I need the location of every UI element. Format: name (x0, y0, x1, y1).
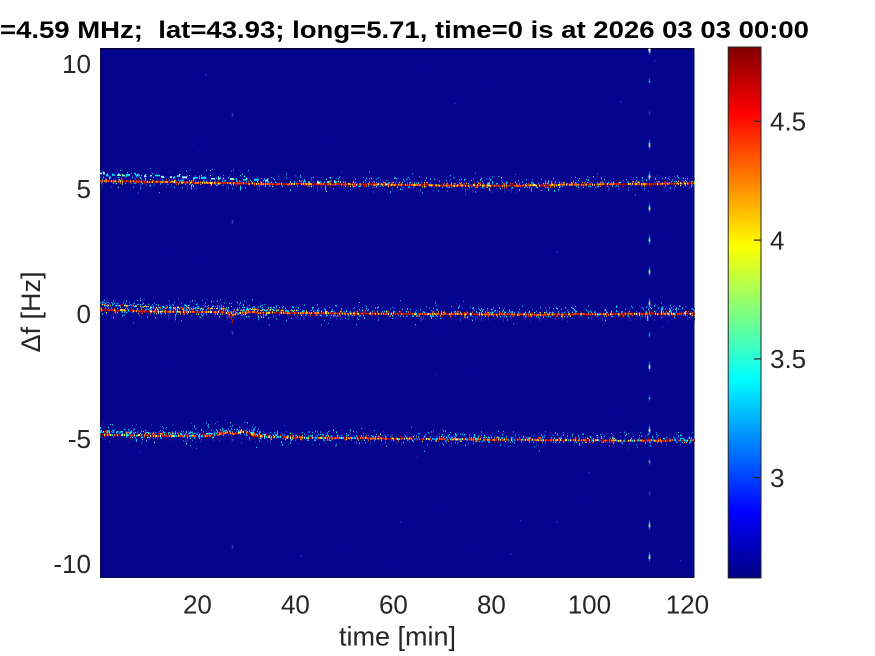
svg-text:100: 100 (568, 590, 611, 620)
svg-text:4: 4 (770, 225, 784, 255)
svg-text:=4.59 MHz; lat=43.93; long=5.: =4.59 MHz; lat=43.93; long=5.71, time=0 … (0, 17, 809, 44)
svg-text:4.5: 4.5 (770, 107, 806, 137)
svg-text:-5: -5 (68, 424, 91, 454)
svg-text:time [min]: time [min] (339, 622, 456, 652)
svg-text:40: 40 (281, 590, 310, 620)
svg-text:20: 20 (183, 590, 212, 620)
svg-text:3.5: 3.5 (770, 344, 806, 374)
svg-text:5: 5 (77, 174, 91, 204)
svg-text:3: 3 (770, 463, 784, 493)
svg-text:10: 10 (62, 49, 91, 79)
svg-text:-10: -10 (53, 549, 91, 579)
svg-text:0: 0 (77, 299, 91, 329)
svg-text:80: 80 (477, 590, 506, 620)
svg-text:60: 60 (379, 590, 408, 620)
svg-text:Δf [Hz]: Δf [Hz] (16, 271, 46, 352)
svg-text:120: 120 (666, 590, 709, 620)
